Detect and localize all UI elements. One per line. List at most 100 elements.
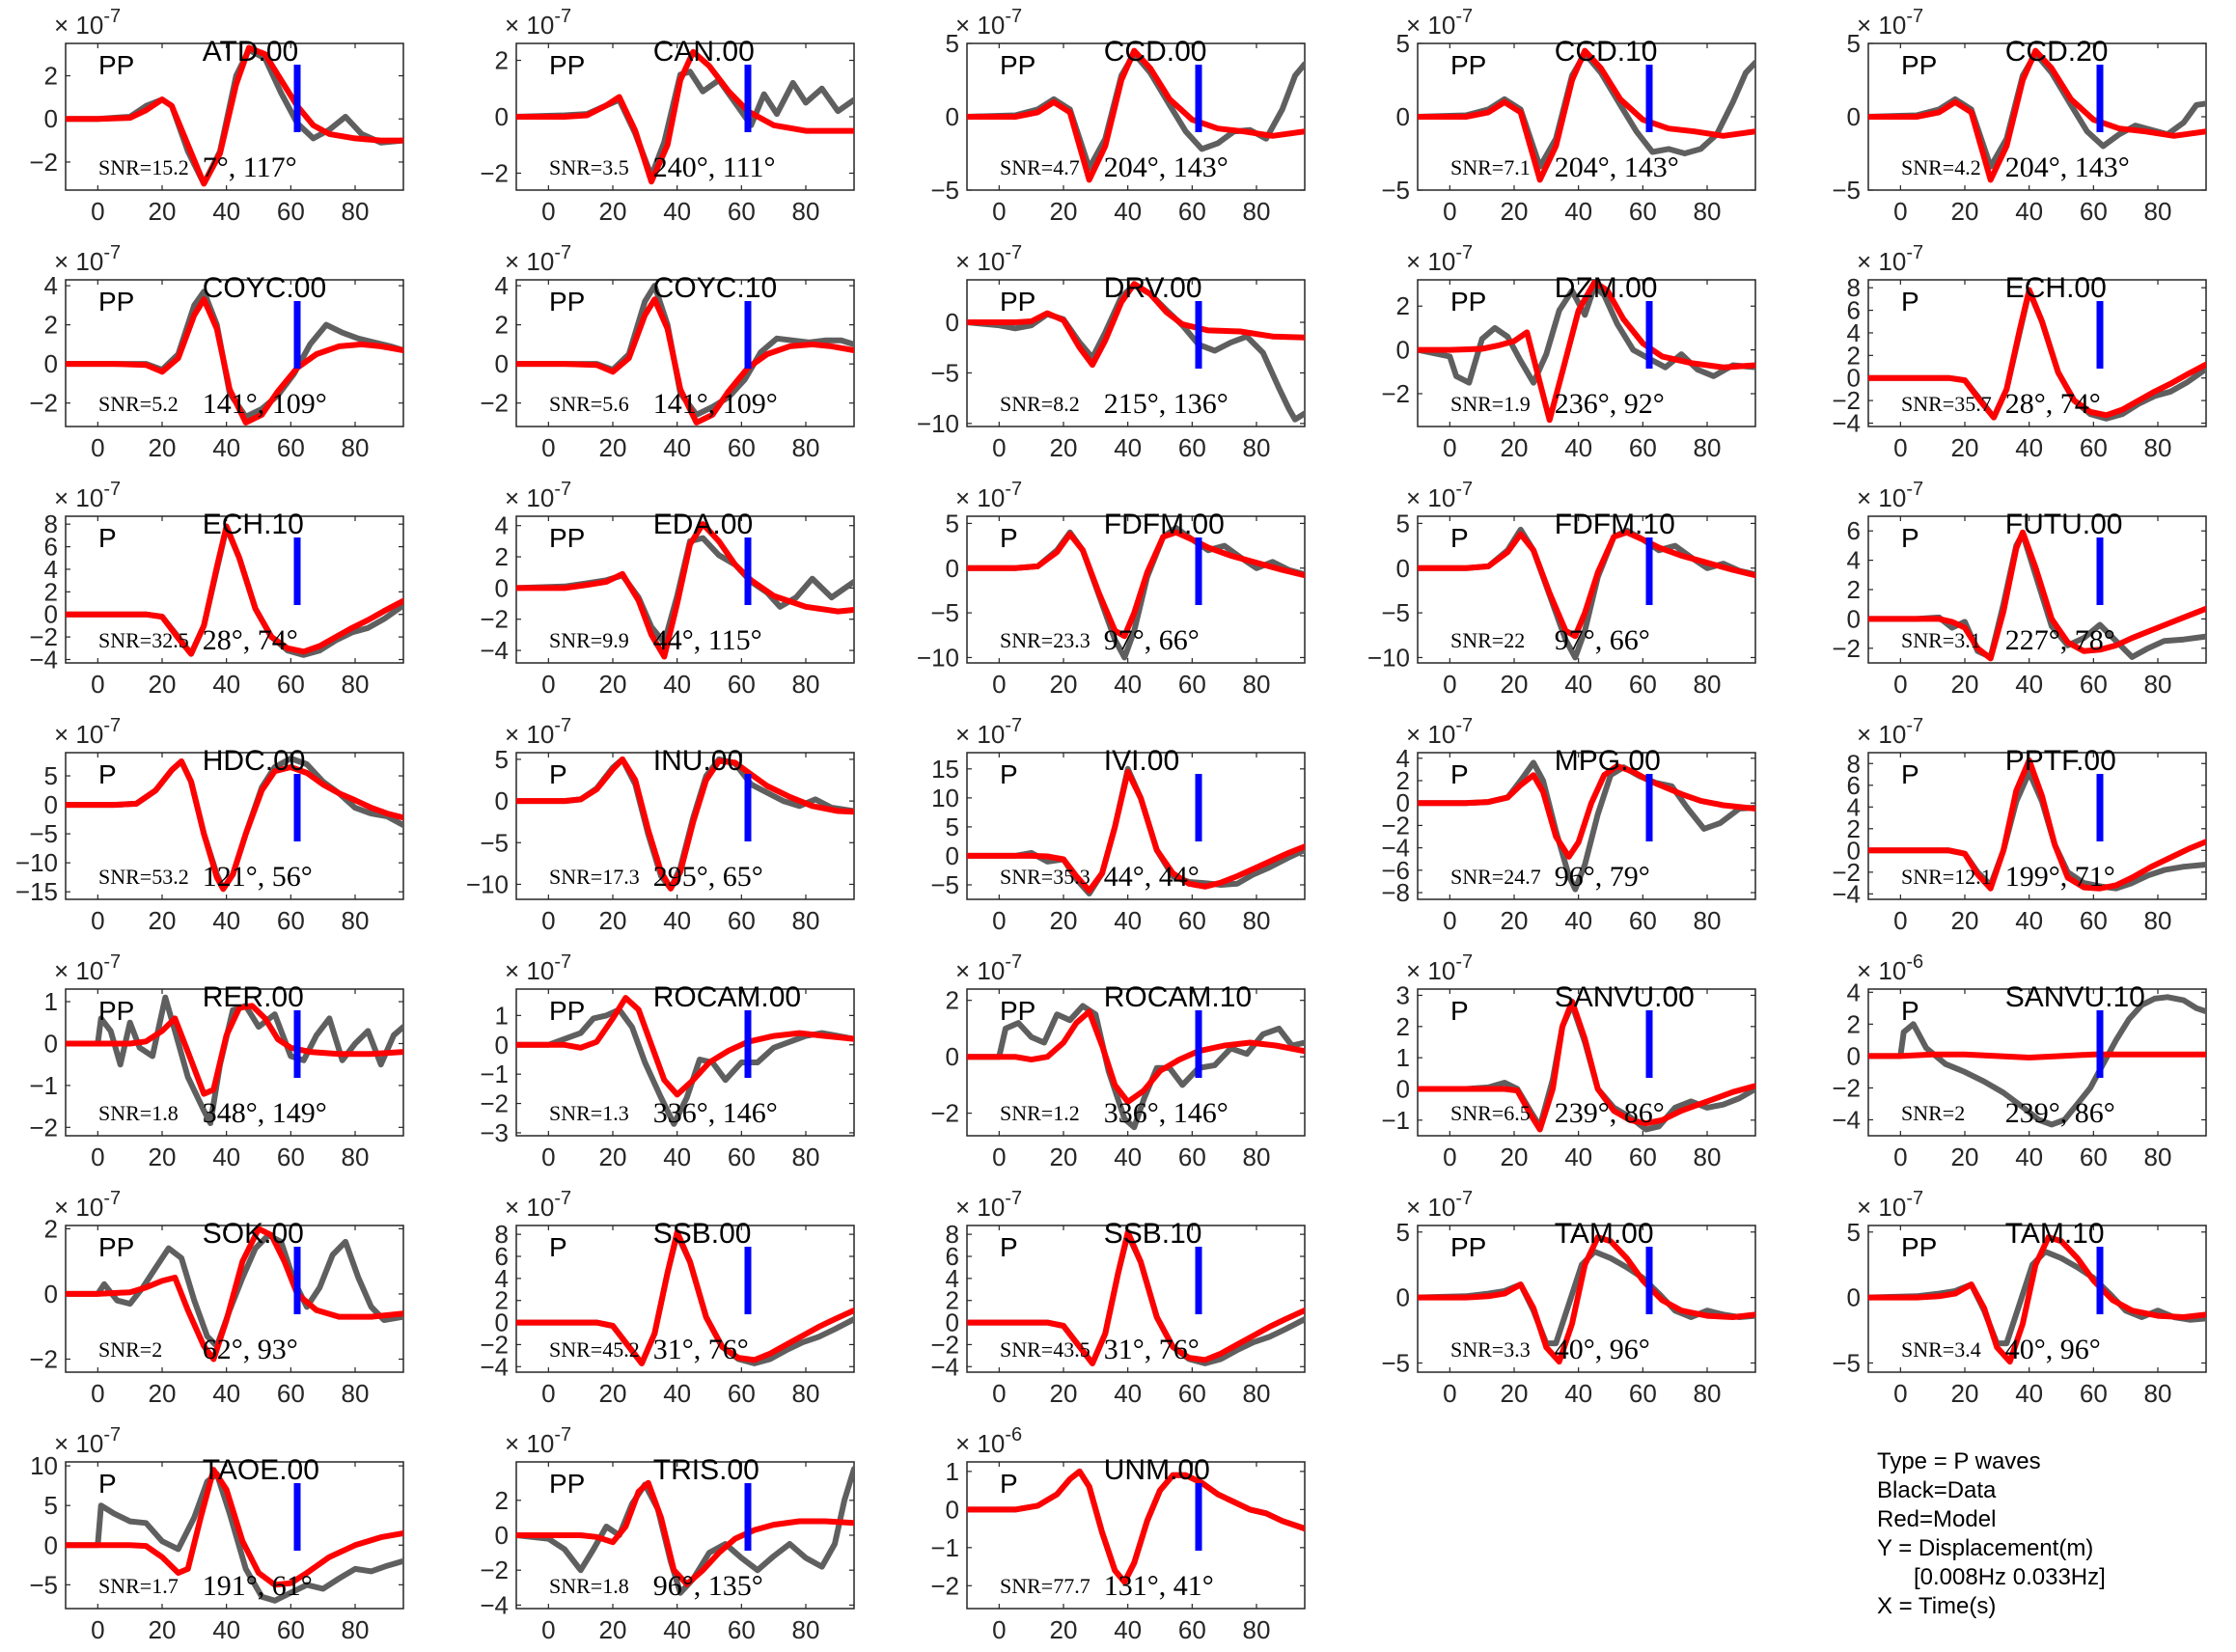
trace-group <box>1418 1234 1755 1365</box>
station-label: UNM.00 <box>1104 1454 1210 1486</box>
station-label: IVI.00 <box>1104 745 1179 777</box>
y-tick-label: 2 <box>1847 1009 1861 1038</box>
x-tick-label: 0 <box>91 1143 104 1171</box>
x-tick-label: 80 <box>1243 1143 1271 1171</box>
y-tick-label: 5 <box>495 745 509 774</box>
x-tick-label: 40 <box>212 1143 240 1171</box>
y-exponent-label: × 10-7 <box>505 6 571 40</box>
y-exponent-label: × 10-7 <box>1857 1188 1923 1222</box>
y-exponent-label: × 10-7 <box>1406 951 1473 985</box>
x-tick-label: 40 <box>2015 1379 2043 1408</box>
y-exponent-power: -7 <box>1005 479 1022 500</box>
x-tick-label: 0 <box>91 906 104 935</box>
model-trace <box>516 296 854 426</box>
x-tick-label: 60 <box>1178 1615 1206 1644</box>
trace-group <box>1868 994 2206 1128</box>
phase-label: PP <box>1000 996 1035 1026</box>
angle-label: 28°, 74° <box>2005 388 2101 420</box>
axes-box <box>1867 752 2207 900</box>
trace-group <box>66 1225 403 1363</box>
x-tick-label: 60 <box>1178 670 1206 699</box>
y-tick-label: 0 <box>44 600 58 629</box>
x-tick-label: 60 <box>728 906 756 935</box>
angle-label: 348°, 149° <box>203 1097 327 1129</box>
y-tick-label: 4 <box>44 555 58 584</box>
angle-label: 239°, 86° <box>1555 1097 1665 1129</box>
station-label: SANVU.10 <box>2005 981 2145 1013</box>
x-tick-label: 20 <box>1951 1379 1979 1408</box>
y-exponent-label: × 10-7 <box>505 1188 571 1222</box>
phase-label: P <box>1000 1469 1018 1499</box>
x-tick-label: 80 <box>342 906 370 935</box>
angle-label: 44°, 44° <box>1104 861 1200 893</box>
x-tick-label: 60 <box>277 906 305 935</box>
y-tick-label: 4 <box>1396 744 1410 773</box>
x-tick-label: 60 <box>1178 197 1206 226</box>
data-trace <box>516 1006 854 1127</box>
x-tick-label: 60 <box>2080 1143 2108 1171</box>
y-exponent-power: -7 <box>1455 6 1473 27</box>
y-tick-label: −4 <box>1832 879 1861 908</box>
panel-dzm-00: 0 20 40 60 80 −2 0 2 × 10-7 PP DZM.00 SNR=1.9 236°, … <box>1381 242 1756 462</box>
y-tick-label: −2 <box>29 148 58 177</box>
angle-label: 40°, 96° <box>2005 1334 2101 1365</box>
y-tick-label: −4 <box>1381 834 1410 863</box>
angle-label: 240°, 111° <box>653 151 776 183</box>
y-tick-label: −1 <box>480 1060 509 1088</box>
x-tick-label: 40 <box>663 906 691 935</box>
trace-group <box>967 281 1305 423</box>
x-tick-label: 20 <box>1501 1143 1529 1171</box>
y-tick-label: 0 <box>1847 1283 1861 1312</box>
x-tick-label: 80 <box>1694 197 1722 226</box>
x-tick-label: 40 <box>1564 1143 1592 1171</box>
snr-label: SNR=4.2 <box>1901 155 1981 179</box>
y-tick-label: 6 <box>495 1242 509 1271</box>
x-tick-label: 80 <box>792 433 820 462</box>
x-tick-label: 0 <box>992 433 1006 462</box>
y-tick-label: 10 <box>931 784 959 812</box>
phase-label: P <box>98 759 117 789</box>
x-tick-label: 80 <box>342 670 370 699</box>
station-label: CCD.20 <box>2005 36 2109 68</box>
model-trace <box>66 1467 403 1588</box>
x-tick-label: 0 <box>541 197 555 226</box>
x-tick-label: 60 <box>1178 1379 1206 1408</box>
y-tick-label: −1 <box>29 1071 58 1100</box>
trace-group <box>1868 47 2206 183</box>
model-trace <box>967 1228 1305 1366</box>
snr-label: SNR=3.4 <box>1901 1337 1981 1362</box>
trace-group <box>967 1468 1305 1585</box>
y-tick-label: 4 <box>946 1264 959 1293</box>
phase-label: PP <box>1450 50 1486 80</box>
station-label: ROCAM.00 <box>653 981 801 1013</box>
x-tick-label: 80 <box>2144 670 2172 699</box>
x-tick-label: 60 <box>277 1143 305 1171</box>
trace-group <box>66 994 403 1126</box>
x-tick-label: 60 <box>2080 197 2108 226</box>
station-label: DRV.00 <box>1104 272 1202 304</box>
y-tick-label: −5 <box>1381 1349 1410 1378</box>
y-exponent-label: × 10-7 <box>1406 242 1473 276</box>
y-exponent-power: -7 <box>103 1424 121 1446</box>
phase-label: P <box>98 1469 117 1499</box>
snr-label: SNR=1.8 <box>98 1101 179 1125</box>
y-exponent-power: -7 <box>1455 479 1473 500</box>
y-tick-label: 0 <box>1847 102 1861 131</box>
x-tick-label: 80 <box>342 1379 370 1408</box>
y-tick-label: 0 <box>44 1280 58 1308</box>
x-tick-label: 0 <box>1893 197 1907 226</box>
x-tick-label: 20 <box>1050 1615 1078 1644</box>
model-trace <box>1868 1234 2206 1365</box>
trace-group <box>516 1228 854 1366</box>
x-tick-label: 80 <box>1243 433 1271 462</box>
y-tick-label: 0 <box>1396 1283 1410 1312</box>
y-exponent-power: -7 <box>1455 715 1473 736</box>
angle-label: 215°, 136° <box>1104 388 1228 420</box>
y-exponent-label: × 10-7 <box>1857 715 1923 749</box>
y-tick-label: 6 <box>44 533 58 562</box>
panel-sanvu-10: 0 20 40 60 80 −4 −2 0 2 4× 10-6 P SANVU.10 SNR=2 239°… <box>1832 951 2207 1171</box>
x-tick-label: 0 <box>1893 1143 1907 1171</box>
